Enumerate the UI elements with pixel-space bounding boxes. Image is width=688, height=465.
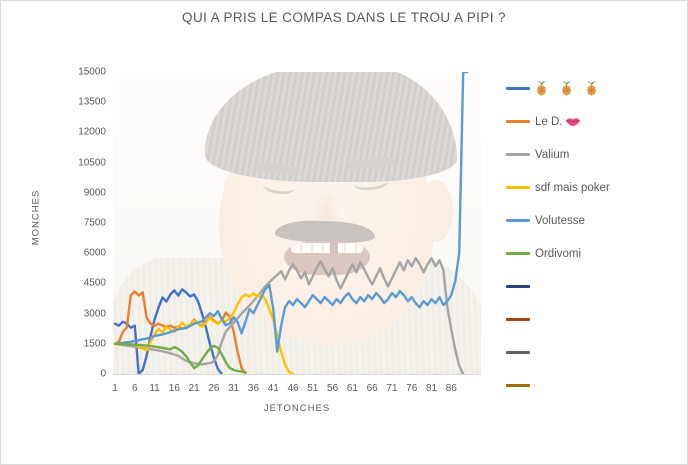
- x-tick-label: 71: [386, 383, 398, 394]
- y-tick-label: 13500: [78, 96, 106, 108]
- legend-label: [535, 81, 598, 96]
- meme-nose: [313, 184, 341, 226]
- x-tick-label: 31: [228, 383, 240, 394]
- meme-ear: [419, 180, 453, 242]
- chart-title: QUI A PRIS LE COMPAS DANS LE TROU A PIPI…: [182, 10, 506, 25]
- x-tick-label: 51: [307, 383, 319, 394]
- legend-swatch: [506, 318, 530, 321]
- legend-label-text: Le D.: [535, 115, 563, 128]
- legend-swatch: [506, 384, 530, 387]
- meme-backdrop: [113, 72, 481, 374]
- y-tick-label: 15000: [78, 66, 106, 78]
- legend-item-series-8: [506, 303, 681, 336]
- legend-label: sdf mais poker: [535, 182, 610, 194]
- legend-label-text: sdf mais poker: [535, 181, 610, 194]
- y-tick-label: 9000: [83, 187, 106, 199]
- x-axis-tick-labels: 1 6 11 16 21 26 31 36 41 46 51 56 61 66 71 76 81 86: [1, 383, 687, 397]
- legend-item-ordivomi: Ordivomi: [506, 237, 681, 270]
- x-tick-label: 11: [149, 383, 160, 394]
- x-axis-title: JETONCHES: [263, 403, 331, 414]
- y-tick-label: 3000: [83, 308, 106, 320]
- legend-swatch: [506, 186, 530, 189]
- legend-item-series-10: [506, 369, 681, 402]
- series-line-le-d-: [113, 290, 247, 374]
- y-tick-label: 10500: [78, 157, 106, 169]
- x-tick-label: 76: [406, 383, 418, 394]
- series-line-valium: [113, 256, 465, 374]
- legend-item-series-9: [506, 336, 681, 369]
- x-tick-label: 16: [168, 383, 180, 394]
- series-line-ordivomi: [113, 342, 247, 374]
- x-tick-label: 81: [425, 383, 438, 394]
- legend-label: Le D.: [535, 116, 581, 128]
- series-lines-layer: [113, 72, 469, 374]
- y-axis-tick-labels: 0 1500 3000 4500 6000 7500 9000 10500 12000 13500…: [39, 67, 106, 380]
- legend-swatch: [506, 351, 530, 354]
- legend-label-text: Valium: [535, 148, 570, 161]
- legend-swatch: [506, 87, 530, 90]
- x-tick-label: 36: [247, 383, 260, 394]
- lips-icon: [565, 118, 580, 126]
- y-tick-label: 0: [100, 368, 106, 380]
- x-tick-label: 46: [287, 383, 299, 394]
- x-tick-label: 56: [327, 383, 339, 394]
- y-tick-label: 1500: [83, 338, 106, 350]
- x-tick-label: 61: [346, 383, 358, 394]
- legend-item-series-7: [506, 270, 681, 303]
- x-tick-label: 6: [131, 383, 138, 394]
- legend-label: Valium: [535, 149, 569, 161]
- y-tick-label: 7500: [83, 217, 106, 229]
- legend-label: Ordivomi: [535, 248, 581, 260]
- legend-label-text: Ordivomi: [535, 247, 582, 260]
- x-tick-label: 1: [112, 383, 118, 394]
- chart-legend: Le D. Valium sdf mais poker Volutesse Ordivo…: [506, 72, 681, 402]
- legend-label: Volutesse: [535, 215, 585, 227]
- series-line-volutesse: [113, 72, 469, 353]
- y-tick-label: 12000: [78, 126, 106, 138]
- meme-tooth-gap: [330, 243, 338, 253]
- pineapple-icon: [587, 81, 596, 96]
- y-tick-label: 4500: [83, 277, 106, 289]
- meme-teeth: [291, 243, 363, 253]
- plot-area: [113, 72, 481, 375]
- pineapple-icon: [537, 81, 546, 96]
- x-tick-label: 66: [366, 383, 378, 394]
- meme-hair: [205, 72, 457, 182]
- legend-item-valium: Valium: [506, 138, 681, 171]
- y-tick-label: 6000: [83, 247, 106, 259]
- legend-swatch: [506, 252, 530, 255]
- x-tick-label: 86: [445, 383, 457, 394]
- legend-label-text: Volutesse: [535, 214, 585, 227]
- legend-swatch: [506, 120, 530, 123]
- x-tick-label: 26: [208, 383, 220, 394]
- pineapple-icon: [562, 81, 571, 96]
- legend-item-series-1: [506, 72, 681, 105]
- legend-swatch: [506, 219, 530, 222]
- legend-item-le-d-: Le D.: [506, 105, 681, 138]
- legend-item-volutesse: Volutesse: [506, 204, 681, 237]
- meme-face: [219, 98, 434, 346]
- risitas-meme-background: [113, 72, 481, 374]
- legend-swatch: [506, 285, 530, 288]
- x-tick-label: 41: [267, 383, 279, 394]
- legend-item-sdf-mais-poker: sdf mais poker: [506, 171, 681, 204]
- legend-swatch: [506, 153, 530, 156]
- series-line-sdf-mais-poker: [113, 292, 295, 374]
- x-tick-label: 21: [188, 383, 200, 394]
